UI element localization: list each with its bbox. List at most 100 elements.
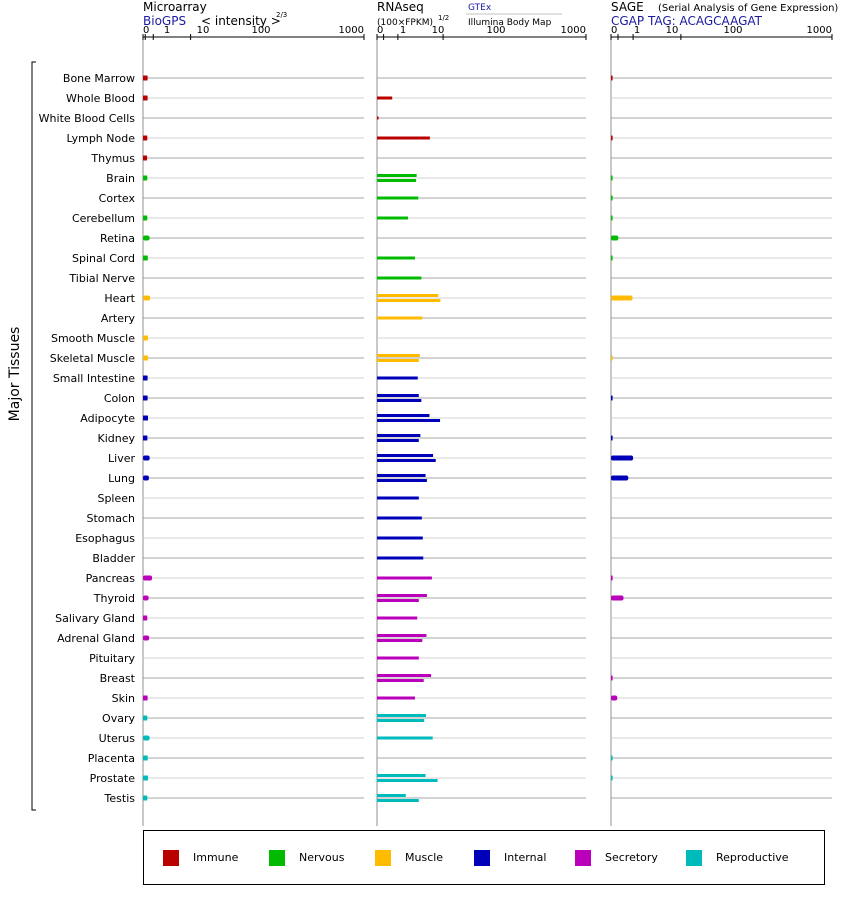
- bar-liver: [611, 455, 634, 461]
- category-label: Salivary Gland: [55, 612, 135, 625]
- bar-testis-gtex: [377, 794, 406, 797]
- category-label: Pancreas: [86, 572, 136, 585]
- category-label: Tibial Nerve: [68, 272, 135, 285]
- bar-skin: [143, 695, 148, 701]
- legend-gtex: GTEx: [468, 3, 492, 13]
- bar-breast: [611, 675, 613, 681]
- bar-tibial-nerve-gtex: [377, 276, 422, 280]
- panel-scale-exp: 1/2: [438, 14, 449, 22]
- y-axis-title: Major Tissues: [7, 327, 23, 422]
- x-tick-label: 1000: [339, 25, 364, 36]
- bar-testis: [143, 795, 148, 801]
- category-label: Spinal Cord: [72, 252, 135, 265]
- bar-adrenal-gland: [143, 635, 150, 641]
- bar-spinal-cord: [611, 255, 613, 261]
- x-tick-label: 100: [723, 25, 742, 36]
- bar-adrenal-gland-illumina: [377, 639, 423, 642]
- bar-spinal-cord: [143, 255, 148, 261]
- bar-lymph-node: [143, 135, 148, 141]
- bar-stomach-gtex: [377, 516, 422, 520]
- bar-placenta: [143, 755, 148, 761]
- bar-prostate: [611, 775, 613, 781]
- category-label: Adrenal Gland: [57, 632, 135, 645]
- bar-kidney-illumina: [377, 439, 419, 442]
- bar-prostate-illumina: [377, 779, 438, 782]
- legend-illumina: Illumina Body Map: [468, 18, 552, 28]
- panel-source: CGAP TAG: ACAGCAAGAT: [611, 14, 763, 28]
- tissue-expression-chart: Major Tissues Bone Marrow Whole Blood Whit…: [7, 0, 838, 826]
- category-label: Stomach: [86, 512, 135, 525]
- category-label: Breast: [100, 672, 136, 685]
- x-tick-label: 100: [486, 25, 505, 36]
- x-tick-label: 1: [634, 25, 640, 36]
- legend-label: Reproductive: [716, 851, 789, 864]
- bar-bladder-gtex: [377, 556, 424, 560]
- category-label: Uterus: [99, 732, 136, 745]
- category-labels: Bone Marrow Whole Blood White Blood Cells L…: [39, 72, 136, 805]
- bar-heart-illumina: [377, 299, 441, 302]
- bar-bone-marrow: [143, 75, 148, 81]
- bar-heart: [611, 295, 633, 301]
- bar-breast-gtex: [377, 674, 432, 677]
- bar-skeletal-muscle-gtex: [377, 354, 420, 357]
- bar-testis-illumina: [377, 799, 419, 802]
- x-tick-label: 10: [197, 25, 210, 36]
- bar-cerebellum: [143, 215, 148, 221]
- bar-artery-gtex: [377, 316, 423, 320]
- bar-whole-blood: [143, 95, 148, 101]
- panel-title: RNAseq: [377, 0, 424, 14]
- category-label: Testis: [104, 792, 136, 805]
- category-label: Pituitary: [89, 652, 135, 665]
- bar-ovary: [143, 715, 148, 721]
- category-label: Thyroid: [93, 592, 135, 605]
- bar-white-blood-cells-gtex: [377, 116, 379, 120]
- panel-title: SAGE: [611, 0, 644, 14]
- bar-brain: [143, 175, 148, 181]
- legend-label: Nervous: [299, 851, 345, 864]
- bar-pancreas-gtex: [377, 576, 432, 580]
- x-tick-label: 100: [251, 25, 270, 36]
- bar-bone-marrow: [611, 75, 613, 81]
- x-tick-label: 1000: [807, 25, 832, 36]
- x-tick-label: 10: [432, 25, 445, 36]
- bar-heart: [143, 295, 151, 301]
- category-label: Esophagus: [75, 532, 135, 545]
- bar-skeletal-muscle-illumina: [377, 359, 419, 362]
- bar-adipocyte: [143, 415, 148, 421]
- category-label: White Blood Cells: [39, 112, 136, 125]
- panel-sage: SAGE (Serial Analysis of Gene Expression)…: [610, 0, 838, 826]
- bar-spinal-cord-gtex: [377, 256, 415, 260]
- bar-whole-blood-gtex: [377, 96, 393, 100]
- bar-lung-illumina: [377, 479, 427, 482]
- category-label: Bone Marrow: [63, 72, 135, 85]
- bar-small-intestine: [143, 375, 148, 381]
- bar-thyroid-gtex: [377, 594, 427, 597]
- bar-brain: [611, 175, 613, 181]
- bar-liver-gtex: [377, 454, 434, 457]
- category-label: Adipocyte: [80, 412, 135, 425]
- bar-cortex-gtex: [377, 196, 419, 200]
- bar-salivary-gland-gtex: [377, 616, 418, 620]
- bar-skin-gtex: [377, 696, 415, 700]
- legend-swatch: [686, 850, 702, 866]
- category-label: Bladder: [92, 552, 135, 565]
- bar-smooth-muscle: [143, 335, 148, 341]
- legend-swatch: [163, 850, 179, 866]
- legend-swatch: [375, 850, 391, 866]
- bar-esophagus-gtex: [377, 536, 423, 540]
- x-tick-label: 0: [377, 25, 383, 36]
- bar-thyroid: [143, 595, 149, 601]
- tissue-bracket: [31, 61, 36, 811]
- bar-skeletal-muscle: [143, 355, 148, 361]
- category-label: Placenta: [88, 752, 135, 765]
- bar-prostate: [143, 775, 148, 781]
- tissue-bracket-line: [31, 61, 36, 811]
- bar-cerebellum-gtex: [377, 216, 408, 220]
- category-label: Brain: [106, 172, 135, 185]
- bar-ovary-illumina: [377, 719, 425, 722]
- bar-retina: [143, 235, 150, 241]
- bar-skeletal-muscle: [611, 355, 613, 361]
- x-tick-label: 0: [611, 25, 617, 36]
